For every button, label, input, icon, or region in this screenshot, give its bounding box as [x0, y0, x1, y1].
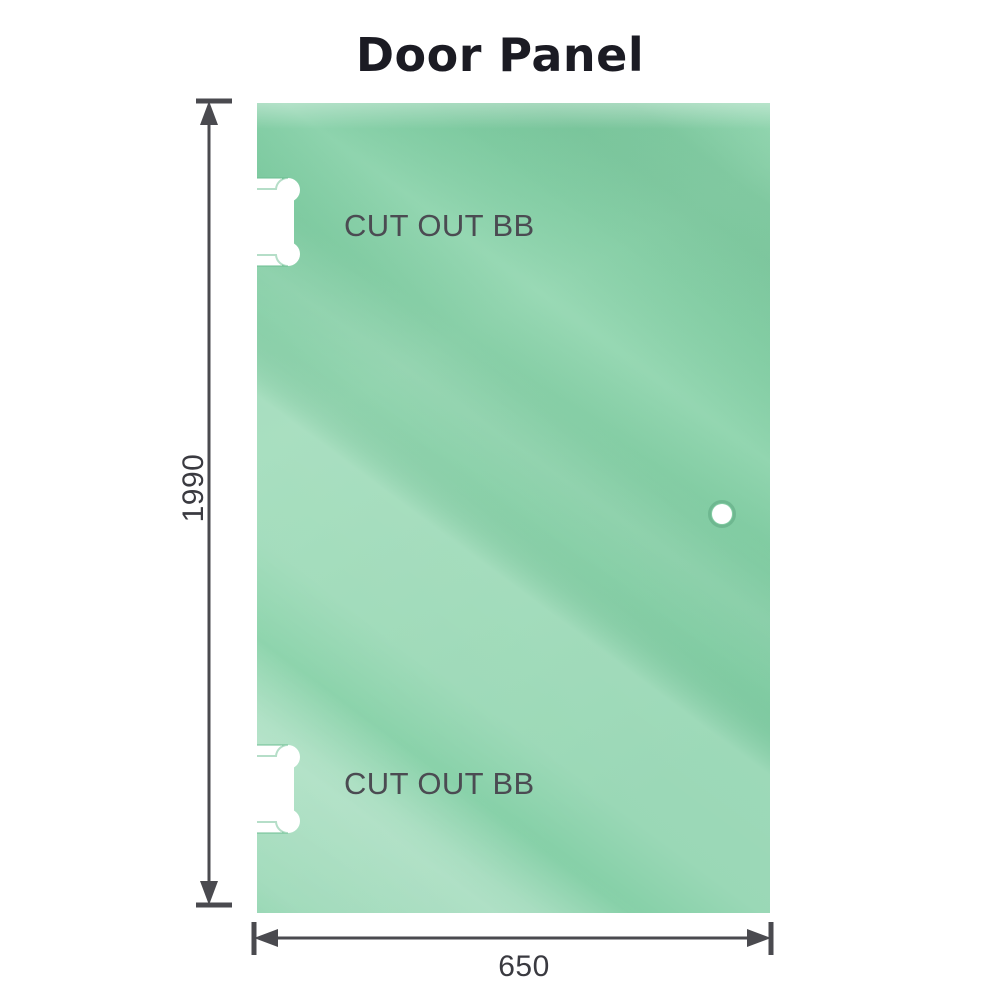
cutout-label-bottom: CUT OUT BB: [344, 766, 535, 801]
dimension-height-arrow-top: [200, 101, 218, 125]
dimension-width-value: 650: [498, 950, 550, 983]
cutout-label-top: CUT OUT BB: [344, 208, 535, 243]
glass-panel: [257, 103, 770, 913]
handle-hole-rim: [708, 500, 736, 528]
dimension-height: [196, 98, 232, 908]
cutout-top-outline-upper: [257, 176, 289, 190]
cutout-bottom-outline-lower: [257, 821, 289, 835]
cutout-top-outline-lower: [257, 254, 289, 268]
dimension-height-value: 1990: [177, 453, 210, 523]
dimension-width-arrow-left: [254, 929, 278, 947]
dimension-height-arrow-bottom: [200, 881, 218, 905]
cutout-bottom-outline-upper: [257, 743, 289, 757]
dimension-width-arrow-right: [747, 929, 771, 947]
handle-hole: [712, 504, 732, 524]
page-title: Door Panel: [355, 28, 645, 82]
dimension-width: [251, 922, 774, 955]
